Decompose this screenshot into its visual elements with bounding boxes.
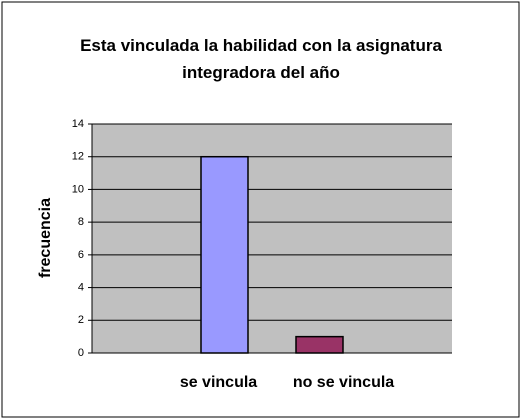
bar <box>200 155 249 354</box>
y-tick-label: 12 <box>72 151 84 163</box>
y-tick-label: 0 <box>78 347 84 359</box>
chart-title: Esta vinculada la habilidad con la asign… <box>80 36 442 82</box>
y-tick-label: 4 <box>78 281 84 293</box>
x-tick-label: se vincula <box>180 374 257 391</box>
y-tick-label: 6 <box>78 249 84 261</box>
y-tick-label: 8 <box>78 216 84 228</box>
x-tick-label: no se vincula <box>293 374 394 391</box>
y-tick-label: 14 <box>72 118 84 130</box>
bar <box>295 335 344 354</box>
plot-area <box>92 124 452 353</box>
y-tick-label: 10 <box>72 183 84 195</box>
y-tick-label: 2 <box>78 314 84 326</box>
y-axis-label: frecuencia <box>37 198 54 278</box>
